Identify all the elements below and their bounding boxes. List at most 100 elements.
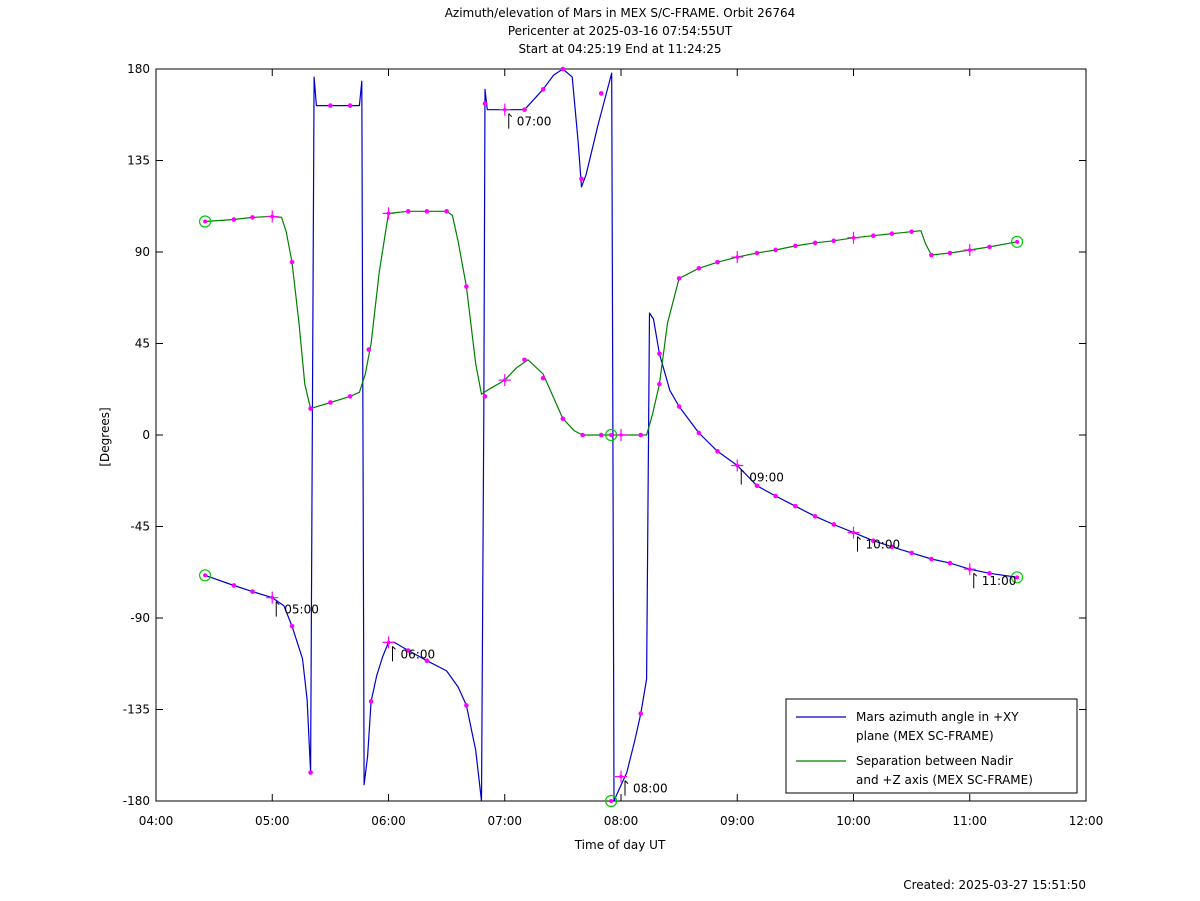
data-point-marker (250, 589, 255, 594)
legend-label: Separation between Nadir (856, 754, 1013, 768)
time-tick-arrow (508, 113, 513, 129)
y-tick-label: -180 (123, 794, 150, 808)
hour-marker-dot (851, 235, 856, 240)
hour-marker-dot (502, 107, 507, 112)
title-line: Azimuth/elevation of Mars in MEX S/C-FRA… (445, 6, 796, 20)
data-point-marker (328, 400, 333, 405)
plot-frame (155, 68, 1087, 802)
data-point-marker (870, 538, 876, 544)
y-tick-label: 135 (127, 154, 150, 168)
hour-marker-dot (270, 595, 275, 600)
data-point-marker (308, 770, 313, 775)
x-tick-label: 04:00 (139, 814, 174, 828)
x-tick-label: 05:00 (255, 814, 290, 828)
y-tick-label: -90 (130, 611, 150, 625)
hour-marker-dot (502, 378, 507, 382)
data-point-marker (598, 91, 604, 96)
y-tick-label: 90 (135, 245, 150, 259)
data-point-marker (793, 503, 798, 509)
x-tick-label: 06:00 (371, 814, 406, 828)
endpoint-marker-dot (609, 799, 614, 803)
data-point-marker (464, 284, 469, 289)
endpoint-marker-dot (203, 219, 208, 224)
data-point-marker (598, 432, 604, 438)
title-line: Start at 04:25:19 End at 11:24:25 (518, 42, 721, 56)
hour-marker-dot (735, 463, 740, 468)
title-line: Pericenter at 2025-03-16 07:54:55UT (508, 24, 733, 38)
legend-box (785, 698, 1078, 794)
x-axis-tick-labels: 04:00 05:00 06:00 07:00 08:00 09:00 10:00 11:00… (139, 814, 1104, 828)
hour-marker-dot (270, 214, 275, 219)
legend-label: Mars azimuth angle in +XY (856, 710, 1019, 724)
data-point-marker (715, 448, 720, 454)
data-point-marker (831, 238, 837, 244)
data-point-marker (676, 276, 682, 281)
y-axis-tick-labels: 180 135 90 45 0 -45 -90 -135 -180 (123, 62, 150, 808)
hour-marker-dot (619, 774, 623, 779)
data-point-marker (773, 247, 778, 253)
data-point-marker (947, 250, 953, 256)
legend: Mars azimuth angle in +XY plane (MEX SC-F… (785, 698, 1078, 794)
data-point-marker (347, 103, 353, 108)
data-point-marker (522, 357, 527, 363)
y-axis-label: [Degrees] (98, 407, 112, 466)
series-markers (198, 66, 1024, 808)
endpoint-marker-dot (1015, 239, 1020, 244)
endpoint-marker (605, 794, 618, 808)
data-point-marker (773, 493, 778, 499)
endpoint-marker-dot (609, 433, 614, 437)
time-label: 07:00 (517, 115, 552, 129)
endpoint-marker (1010, 571, 1024, 584)
x-tick-label: 09:00 (720, 814, 755, 828)
data-point-marker (929, 556, 934, 562)
x-tick-label: 11:00 (952, 814, 987, 828)
data-point-marker (580, 432, 585, 438)
y-tick-label: 0 (142, 428, 150, 442)
data-point-marker (638, 432, 644, 438)
data-point-marker (909, 229, 914, 234)
y-tick-label: 180 (127, 62, 150, 76)
time-tick-arrow (624, 780, 629, 796)
endpoint-marker (198, 215, 212, 228)
data-point-marker (812, 514, 818, 519)
time-tick-arrow (740, 469, 745, 485)
data-point-marker (987, 244, 992, 250)
time-tick-arrow (973, 572, 978, 589)
data-point-marker (231, 217, 237, 222)
endpoint-marker-dot (1015, 575, 1020, 580)
x-axis-label: Time of day UT (574, 838, 666, 852)
data-point-marker (812, 240, 818, 246)
data-point-marker (987, 570, 992, 576)
data-point-marker (405, 209, 411, 214)
data-point-marker (889, 544, 895, 550)
y-tick-label: -135 (123, 703, 150, 717)
series-line-1 (204, 68, 1018, 802)
hour-marker-dot (386, 211, 391, 216)
data-point-marker (424, 209, 430, 214)
y-tick-label: -45 (130, 520, 150, 534)
data-point-marker (522, 107, 527, 112)
time-label: 09:00 (749, 471, 784, 485)
data-point-marker (889, 231, 895, 236)
hour-marker-dot (735, 255, 740, 259)
data-point-marker (424, 658, 430, 663)
data-point-marker (482, 101, 488, 106)
time-label: 05:00 (284, 603, 319, 617)
data-point-marker (657, 351, 662, 356)
data-point-marker (540, 375, 546, 381)
data-point-marker (368, 699, 374, 704)
time-tick-arrow (275, 601, 280, 617)
data-point-marker (696, 430, 702, 436)
hour-marker-dot (851, 530, 856, 535)
data-point-marker (929, 252, 934, 258)
data-point-marker (715, 259, 720, 265)
chart-title: Azimuth/elevation of Mars in MEX S/C-FRA… (445, 6, 796, 56)
endpoint-marker (1010, 235, 1024, 248)
data-point-marker (444, 209, 449, 214)
y-tick-label: 45 (135, 337, 150, 351)
x-tick-label: 10:00 (836, 814, 871, 828)
x-tick-label: 08:00 (604, 814, 639, 828)
data-point-marker (754, 483, 760, 489)
data-point-marker (231, 583, 237, 588)
